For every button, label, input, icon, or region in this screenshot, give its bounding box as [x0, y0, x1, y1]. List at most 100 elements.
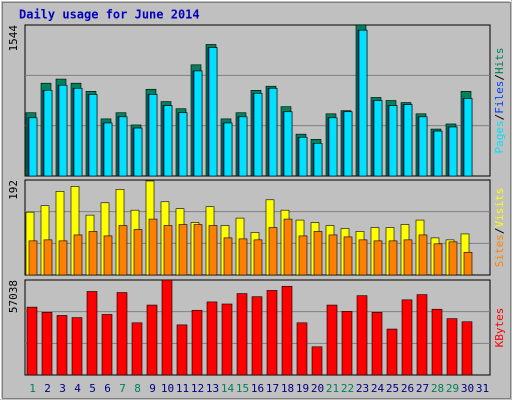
legend-separator: / — [493, 114, 506, 121]
bar — [298, 136, 308, 177]
bar — [253, 239, 263, 276]
bar — [388, 240, 398, 276]
bar — [236, 293, 248, 376]
bar — [371, 312, 383, 376]
bar — [433, 243, 443, 276]
bar — [401, 299, 413, 376]
bar — [148, 94, 158, 177]
bar — [41, 312, 53, 376]
bar — [118, 225, 128, 276]
legend-entry: Sites — [493, 234, 506, 267]
bar — [311, 346, 323, 376]
bar — [418, 234, 428, 276]
bar — [193, 224, 203, 276]
bar — [463, 251, 473, 276]
x-tick-label: 31 — [476, 382, 489, 395]
y-tick-label: 1544 — [7, 25, 20, 52]
bar — [386, 328, 398, 376]
bar — [103, 235, 113, 276]
bar — [388, 105, 398, 177]
y-tick-label: 192 — [7, 180, 20, 200]
bar — [131, 322, 143, 376]
x-tick-label: 6 — [104, 382, 111, 395]
bar — [266, 290, 278, 376]
bar — [161, 279, 173, 376]
bar — [238, 238, 248, 276]
x-tick-label: 5 — [89, 382, 96, 395]
bar — [208, 225, 218, 276]
x-tick-label: 2 — [44, 382, 51, 395]
x-tick-label: 3 — [59, 382, 66, 395]
bar — [58, 240, 68, 276]
bar — [223, 122, 233, 177]
bar — [296, 322, 308, 376]
bar — [43, 239, 53, 276]
bar — [208, 47, 218, 177]
bar — [133, 127, 143, 177]
x-tick-label: 21 — [326, 382, 339, 395]
bar — [28, 117, 38, 177]
bar — [148, 218, 158, 276]
x-tick-label: 12 — [191, 382, 204, 395]
legend: Pages/Files/Hits — [493, 48, 506, 154]
bar — [56, 315, 68, 376]
legend-separator: / — [493, 228, 506, 235]
bar — [403, 239, 413, 276]
bar — [133, 229, 143, 276]
x-tick-label: 20 — [311, 382, 324, 395]
bar — [178, 112, 188, 177]
bar — [253, 93, 263, 177]
x-tick-label: 24 — [371, 382, 385, 395]
bar — [268, 227, 278, 276]
x-tick-label: 13 — [206, 382, 219, 395]
legend-entry: KBytes — [493, 308, 506, 348]
bar — [88, 94, 98, 177]
bar — [373, 100, 383, 177]
legend-entry: Hits — [493, 48, 506, 75]
bar — [176, 324, 188, 376]
bar — [403, 104, 413, 177]
bar — [281, 285, 293, 376]
bar — [283, 111, 293, 177]
bar — [448, 126, 458, 177]
x-tick-label: 11 — [176, 382, 189, 395]
x-tick-label: 29 — [446, 382, 459, 395]
bar — [146, 304, 158, 376]
bar — [221, 303, 233, 376]
bar — [358, 239, 368, 276]
bar — [73, 87, 83, 177]
bar — [71, 317, 83, 376]
bar — [86, 291, 98, 376]
chart-title: Daily usage for June 2014 — [19, 8, 200, 22]
legend-entry: Files — [493, 81, 506, 114]
bar — [356, 295, 368, 376]
bar — [341, 311, 353, 376]
x-tick-label: 16 — [251, 382, 264, 395]
bar — [313, 143, 323, 177]
x-tick-label: 7 — [119, 382, 126, 395]
bar — [88, 231, 98, 276]
x-tick-label: 19 — [296, 382, 309, 395]
bar — [191, 309, 203, 376]
bar — [463, 98, 473, 177]
bar — [343, 111, 353, 177]
legend-entry: Pages — [493, 120, 506, 153]
bar — [416, 294, 428, 376]
bar — [193, 70, 203, 177]
bar — [206, 301, 218, 376]
bar — [313, 231, 323, 276]
bar — [268, 87, 278, 177]
bar — [223, 237, 233, 276]
bar — [163, 225, 173, 276]
bar — [178, 224, 188, 276]
bar — [28, 240, 38, 276]
bar — [328, 117, 338, 177]
x-tick-label: 9 — [149, 382, 156, 395]
bar — [418, 116, 428, 177]
x-tick-label: 26 — [401, 382, 414, 395]
bar — [343, 236, 353, 276]
bar — [448, 241, 458, 276]
x-tick-label: 30 — [461, 382, 474, 395]
x-tick-label: 17 — [266, 382, 279, 395]
